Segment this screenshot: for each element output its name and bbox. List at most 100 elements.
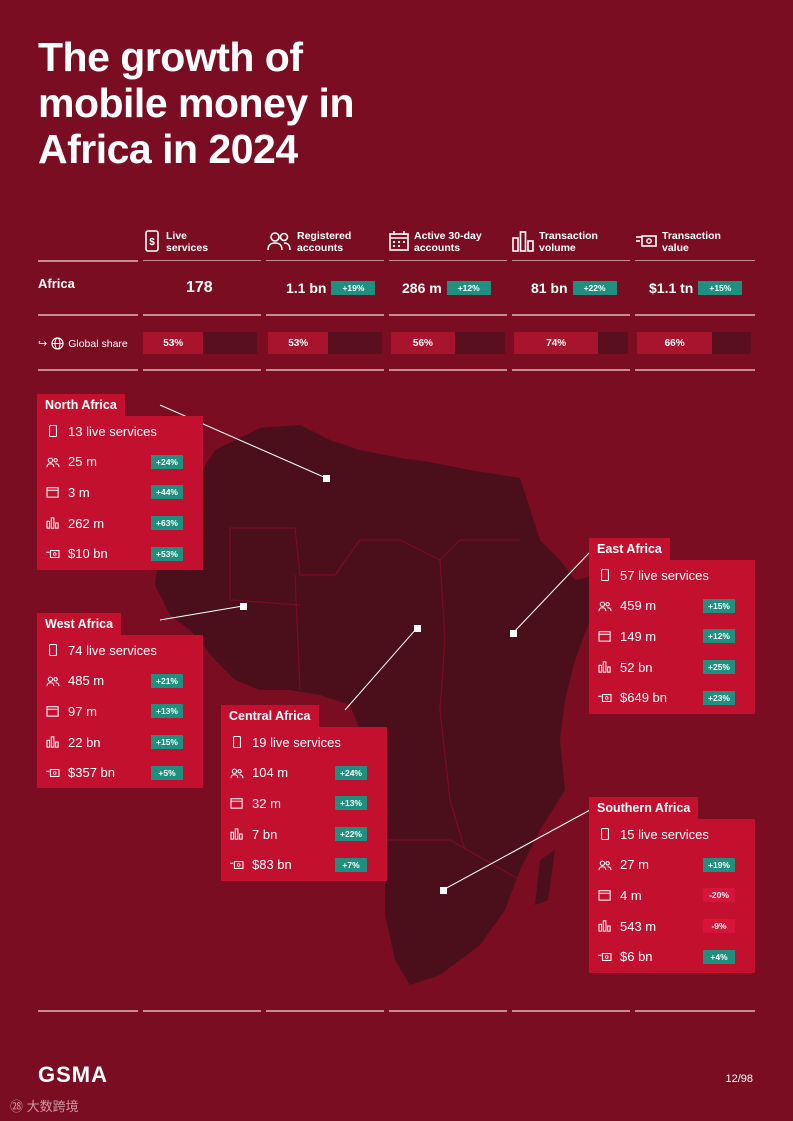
africa-live-services-value: 178 [186,279,213,297]
west-africa-marker [240,603,247,610]
watermark-text: 大数跨境 [26,1099,79,1114]
stat-value: 32 m [252,795,281,811]
column-label-2: accounts [297,242,344,254]
divider [512,1010,630,1012]
cash-icon [598,693,612,702]
cash-icon [230,860,244,869]
share-bar-active-accounts: 56% [391,332,505,354]
page-title: The growth of mobile money in Africa in … [38,34,458,172]
stat-row-active: 3 m +44% [37,477,203,508]
share-text: 53% [163,337,184,349]
stat-value: 27 m [620,857,649,873]
column-label-2: value [662,242,689,254]
stat-value: 57 live services [620,567,709,583]
change-badge: +24% [335,765,367,780]
bar-chart-icon [598,920,611,932]
column-header-registered-accounts: Registered accounts [266,230,384,261]
users-icon [46,457,60,468]
watermark-icon: ㉘ [10,1099,27,1114]
north-africa-card: 13 live services 25 m +24% 3 m +44% 262 m +… [37,416,203,570]
gsma-logo: GSMA [38,1062,108,1087]
divider [266,369,384,371]
divider [38,314,138,316]
stat-value: 459 m [620,598,657,614]
calendar-icon [598,890,611,902]
central-africa-card: 19 live services 104 m +24% 32 m +13% 7 bn… [221,727,387,881]
change-badge: +22% [572,281,617,295]
stat-value: $357 bn [68,765,115,781]
africa-active-accounts-value: 286 m +12% [402,280,491,296]
africa-map [155,404,598,985]
divider [635,369,755,371]
cash-icon [46,549,60,558]
global-share-label: ↪ Global share [38,337,128,350]
divider [389,1010,507,1012]
change-badge: +19% [331,281,376,295]
change-badge: +15% [698,281,743,295]
divider [38,369,138,371]
west-africa-title: West Africa [37,613,122,635]
stat-row-live-services: 74 live services [37,635,203,666]
change-badge: +21% [151,673,183,688]
users-icon [46,676,60,687]
globe-icon [51,337,64,350]
stat-row-volume: 22 bn +15% [37,727,203,758]
column-label-1: Registered [297,230,352,242]
stat-row-value: $649 bn +23% [589,682,755,713]
africa-transaction-volume-value: 81 bn +22% [531,280,617,296]
title-line-3: Africa in 2024 [38,126,298,172]
stat-row-volume: 543 m -9% [589,911,755,942]
bar-chart-icon [46,517,59,529]
cash-icon [598,952,612,961]
column-label-2: accounts [414,242,461,254]
bar-chart-icon [512,231,534,252]
cash-icon [636,235,657,247]
column-header-transaction-volume: Transaction volume [512,230,630,261]
value-text: 286 m [402,280,442,296]
central-africa-marker [414,625,421,632]
calendar-icon [598,631,611,643]
stat-row-volume: 7 bn +22% [221,819,387,850]
share-fill: 66% [637,332,713,354]
column-label-1: Active 30-day [414,230,482,242]
central-africa-title: Central Africa [221,705,319,727]
stat-row-registered: 459 m +15% [589,591,755,622]
share-bar-transaction-volume: 74% [514,332,628,354]
change-badge: +53% [151,546,183,561]
stat-value: 97 m [68,703,97,719]
phone-dollar-icon [49,644,57,657]
divider [143,369,261,371]
leader-line-southern [442,809,591,891]
bar-chart-icon [46,736,59,748]
east-africa-title: East Africa [589,538,670,560]
divider [512,369,630,371]
change-badge: +12% [703,629,735,644]
divider [266,314,384,316]
column-header-active-accounts: Active 30-day accounts [389,230,507,261]
title-line-1: The growth of [38,34,303,80]
watermark: ㉘ 大数跨境 [10,1096,79,1115]
africa-transaction-value-value: $1.1 tn +15% [649,280,743,296]
users-icon [598,601,612,612]
stat-row-volume: 262 m +63% [37,508,203,539]
leader-line-west [159,605,244,621]
stat-value: 52 bn [620,659,653,675]
madagascar [535,850,555,905]
share-text: 53% [288,337,309,349]
value-text: $1.1 tn [649,280,694,296]
phone-dollar-icon [601,569,609,582]
phone-dollar-icon [601,828,609,841]
share-fill: 53% [268,332,329,354]
change-badge: +4% [703,949,735,964]
east-africa-card: 57 live services 459 m +15% 149 m +12% 52 … [589,560,755,714]
stat-row-value: $6 bn +4% [589,941,755,972]
southern-africa-card: 15 live services 27 m +19% 4 m -20% 543 m -… [589,819,755,973]
stat-row-live-services: 57 live services [589,560,755,591]
southern-africa-title: Southern Africa [589,797,699,819]
stat-row-live-services: 19 live services [221,727,387,758]
change-badge: +15% [151,735,183,750]
africa-landmass [155,425,598,985]
share-text: 56% [412,337,433,349]
change-badge: +44% [151,485,183,500]
bar-chart-icon [598,661,611,673]
